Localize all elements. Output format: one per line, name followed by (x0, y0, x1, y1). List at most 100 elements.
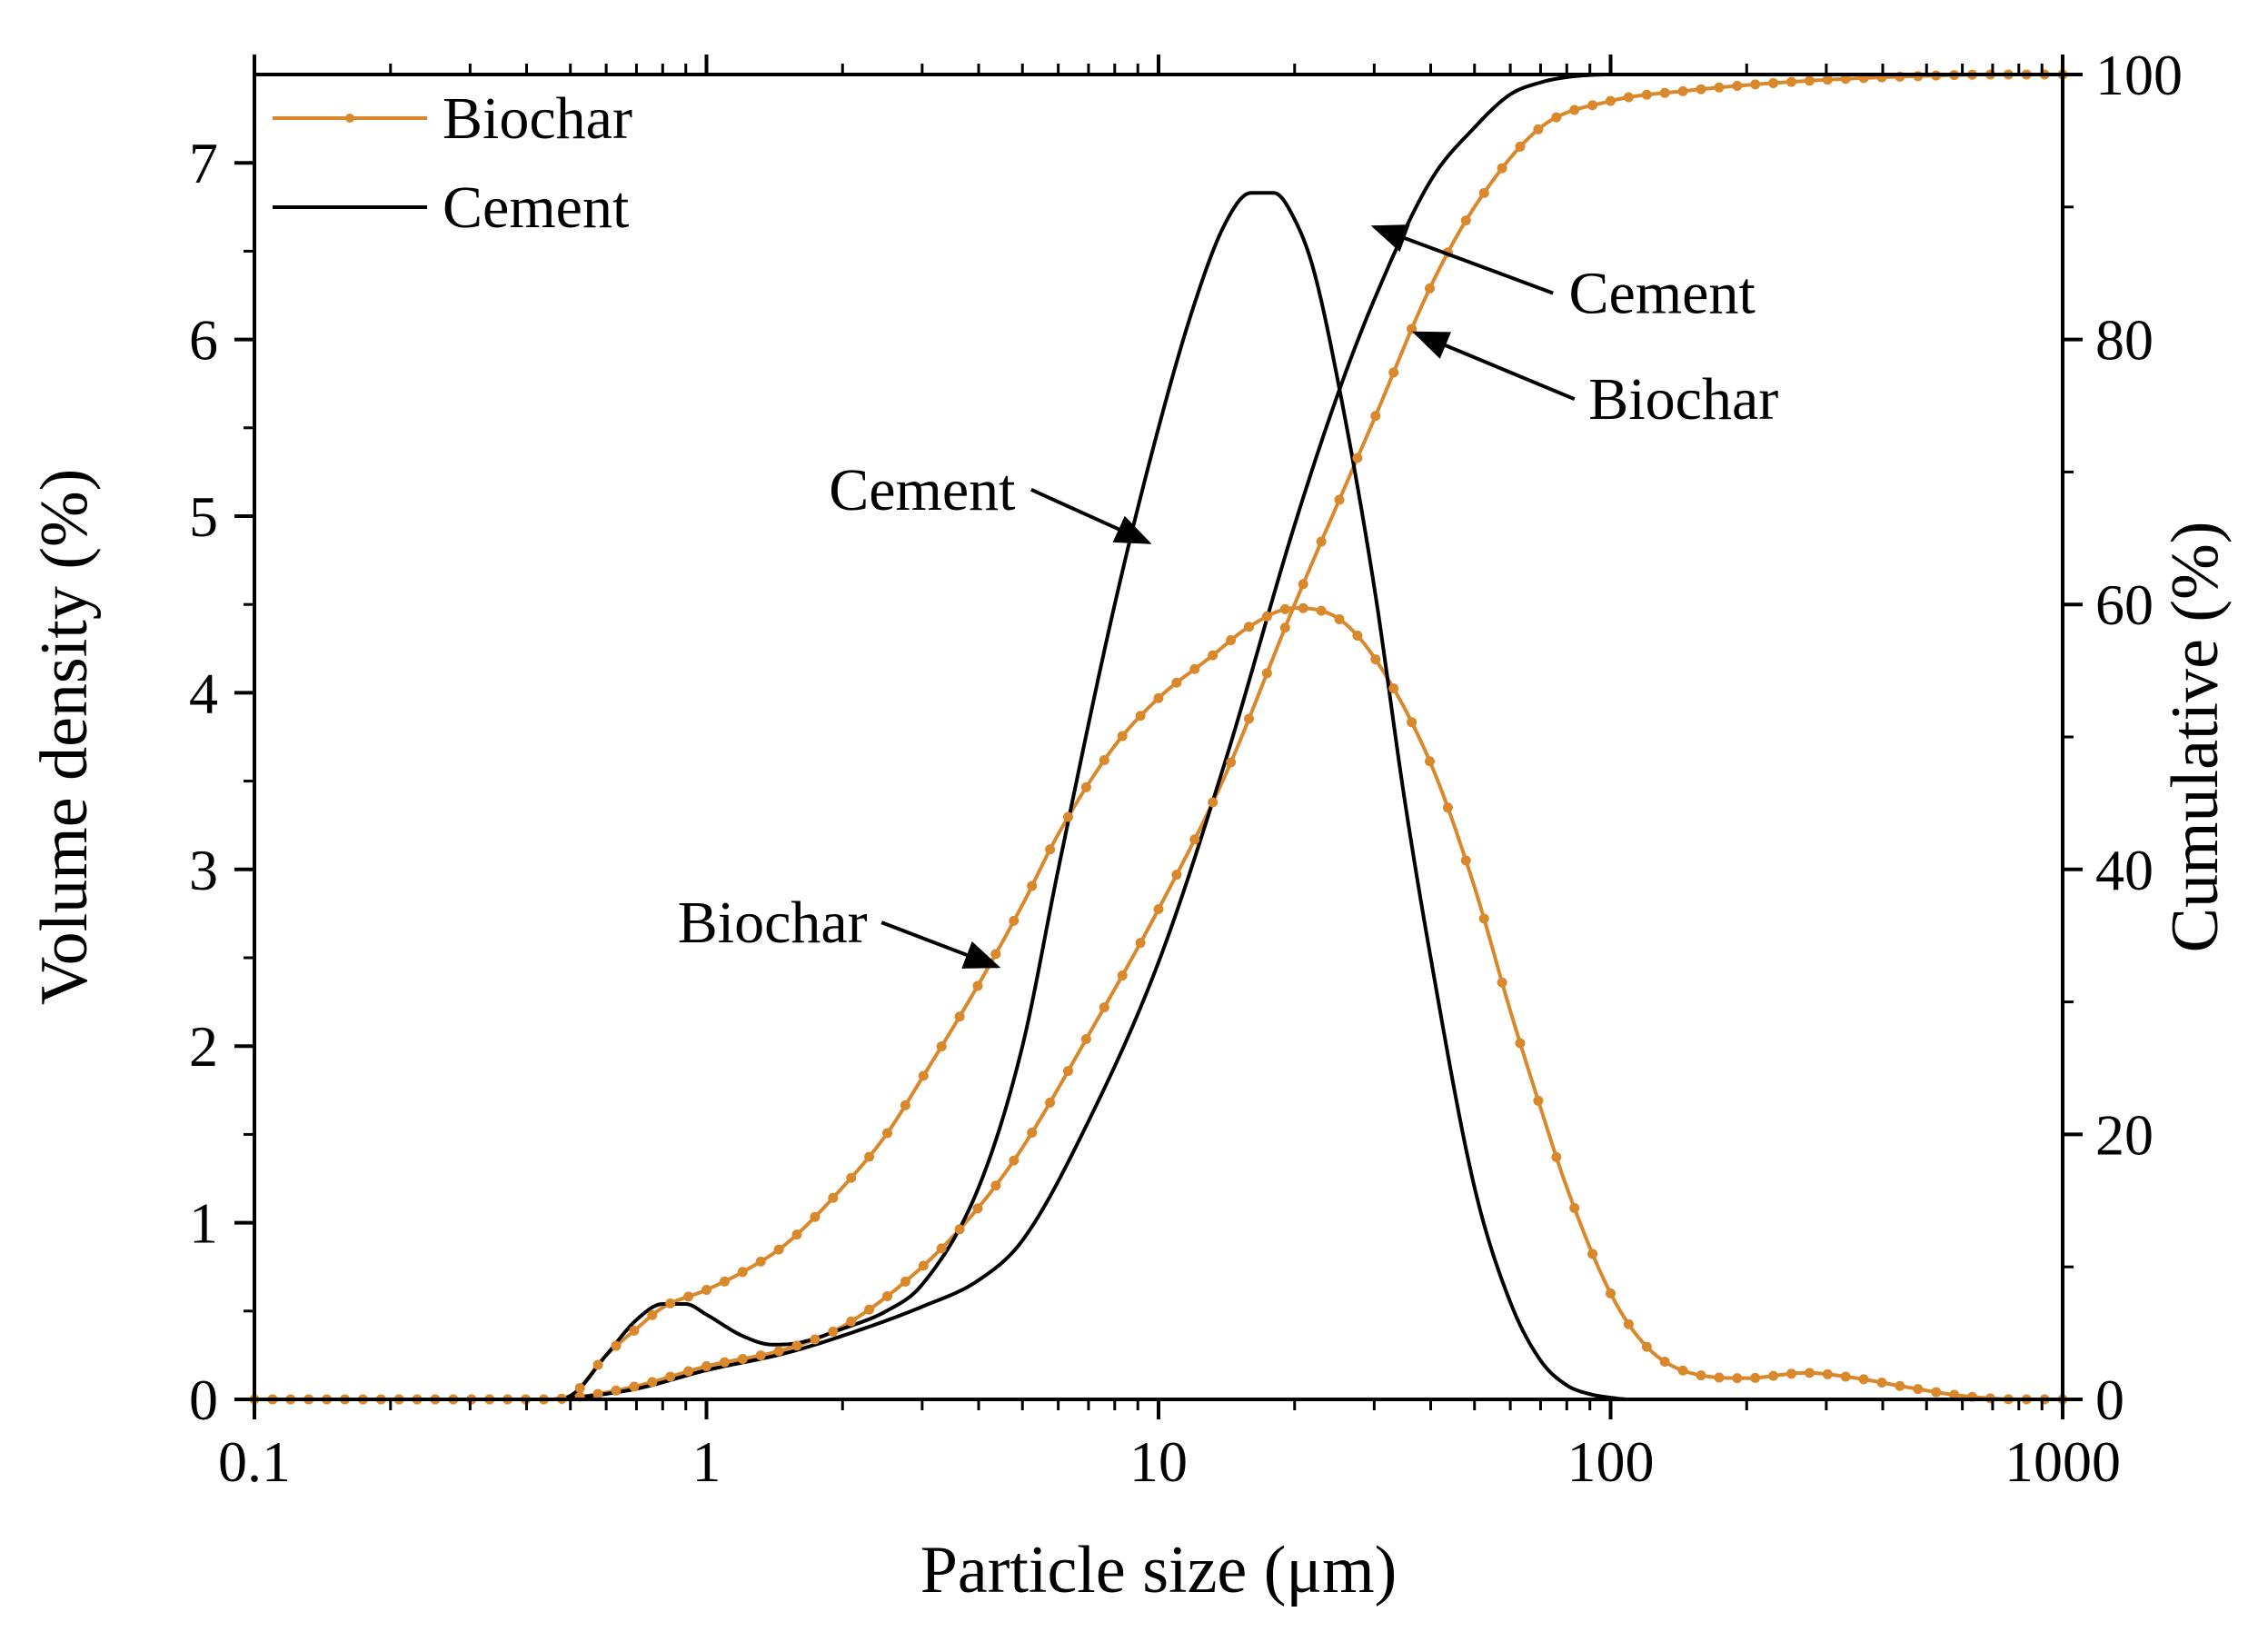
y-right-tick-label: 100 (2095, 43, 2183, 107)
biochar-cumulative-point (1822, 75, 1833, 85)
y-left-tick-label: 1 (189, 1191, 218, 1256)
y-left-tick-label: 7 (189, 131, 218, 195)
biochar-cumulative-point (972, 1203, 983, 1214)
biochar-cumulative-point (719, 1357, 730, 1368)
biochar-cumulative-point (1370, 411, 1381, 422)
annotation-arrow-cement-density (1030, 488, 1152, 544)
biochar-density-point (1677, 1365, 1688, 1376)
biochar-density-point (918, 1070, 929, 1081)
biochar-cumulative-point (1045, 1097, 1056, 1108)
biochar-density-point (1153, 692, 1164, 703)
biochar-cumulative-point (1226, 757, 1237, 768)
y-left-tick-label: 0 (189, 1368, 218, 1432)
biochar-density-point (1117, 731, 1128, 741)
biochar-cumulative-point (954, 1224, 965, 1235)
cement-density-line (254, 191, 2063, 1401)
biochar-density-point (1226, 635, 1237, 646)
biochar-density-point (1913, 1384, 1924, 1395)
biochar-density-point (1261, 611, 1272, 622)
biochar-cumulative-point (1244, 713, 1254, 724)
biochar-density-point (846, 1172, 857, 1183)
biochar-cumulative-point (1551, 112, 1562, 123)
biochar-density-point (1045, 844, 1056, 855)
x-axis-ticks: 0.1 1 10 100 1000 (218, 55, 2121, 1494)
biochar-cumulative-point (755, 1350, 766, 1361)
biochar-density-point (1407, 717, 1418, 728)
biochar-density-point (1099, 755, 1109, 766)
x-tick-label: 1 (692, 1429, 721, 1494)
biochar-density-point (1606, 1288, 1616, 1299)
biochar-density-line (254, 606, 2063, 1401)
biochar-density-point (1569, 1202, 1580, 1213)
biochar-density-point (1949, 1389, 1960, 1400)
biochar-cumulative-point (1153, 904, 1164, 915)
x-tick-label: 10 (1129, 1429, 1188, 1494)
biochar-density-point (1732, 1373, 1743, 1384)
biochar-cumulative-point (1478, 187, 1489, 198)
biochar-density-point (1840, 1371, 1851, 1382)
legend-entry-cement: Cement (273, 174, 629, 241)
biochar-density-point (719, 1276, 730, 1287)
biochar-density-point (574, 1382, 585, 1393)
biochar-cumulative-point (1334, 494, 1345, 505)
biochar-cumulative-point (1623, 92, 1634, 103)
biochar-cumulative-point (1659, 87, 1670, 98)
biochar-density-point (1696, 1370, 1706, 1381)
annotation-arrow-cement-cumulative (1370, 224, 1554, 295)
biochar-density-point (810, 1211, 821, 1222)
y-left-axis-title: Volume density (%) (27, 469, 102, 1006)
annotation-arrow-biochar-cumulative (1411, 331, 1576, 402)
biochar-density-point (1478, 913, 1489, 924)
annotation-label-biochar-cumulative: Biochar (1588, 366, 1778, 433)
biochar-density-point (1063, 811, 1073, 822)
biochar-density-point (1244, 622, 1254, 632)
biochar-density-point (1316, 605, 1327, 616)
biochar-density-point (1659, 1357, 1670, 1368)
biochar-density-point (1786, 1368, 1796, 1379)
biochar-density-point (791, 1229, 802, 1240)
biochar-density-point (665, 1298, 676, 1309)
biochar-density-point (1279, 603, 1290, 614)
biochar-density-point (1171, 677, 1182, 688)
biochar-cumulative-line (254, 73, 2063, 1401)
y-right-tick-label: 20 (2095, 1102, 2154, 1167)
y-right-tick-label: 60 (2095, 572, 2154, 637)
biochar-cumulative-point (1117, 970, 1128, 980)
biochar-density-point (1334, 613, 1345, 624)
biochar-density-point (683, 1291, 694, 1302)
biochar-density-point (1298, 602, 1308, 613)
biochar-cumulative-point (882, 1290, 892, 1301)
biochar-cumulative-point (701, 1361, 711, 1372)
biochar-density-point (1009, 915, 1020, 926)
biochar-cumulative-point (1696, 84, 1706, 95)
biochar-density-point (972, 980, 983, 991)
x-tick-label: 1000 (2004, 1429, 2121, 1494)
biochar-cumulative-point (1425, 283, 1435, 294)
biochar-density-point (1714, 1372, 1725, 1383)
biochar-cumulative-point (1009, 1155, 1020, 1166)
biochar-cumulative-point (611, 1385, 622, 1396)
legend-label-cement: Cement (443, 174, 629, 241)
annotation-label-cement-density: Cement (829, 457, 1015, 523)
y-right-axis-ticks: 0 20 40 60 80 100 (2063, 43, 2183, 1432)
biochar-cumulative-point (1388, 367, 1399, 378)
biochar-cumulative-point (791, 1340, 802, 1351)
biochar-density-point (701, 1284, 711, 1295)
y-left-tick-label: 4 (189, 661, 218, 725)
biochar-density-point (592, 1359, 603, 1370)
y-left-tick-label: 2 (189, 1014, 218, 1079)
biochar-density-point (990, 949, 1001, 960)
biochar-density-point (1388, 683, 1399, 694)
biochar-density-point (1080, 781, 1091, 792)
biochar-cumulative-point (846, 1316, 857, 1327)
biochar-cumulative-point (1497, 163, 1507, 174)
biochar-density-point (737, 1267, 748, 1278)
biochar-cumulative-point (1606, 95, 1616, 106)
biochar-cumulative-point (592, 1388, 603, 1399)
biochar-cumulative-point (737, 1353, 748, 1364)
biochar-cumulative-point (665, 1371, 676, 1382)
biochar-cumulative-point (629, 1381, 640, 1392)
y-right-tick-label: 0 (2095, 1368, 2124, 1432)
biochar-cumulative-point (1515, 141, 1526, 152)
